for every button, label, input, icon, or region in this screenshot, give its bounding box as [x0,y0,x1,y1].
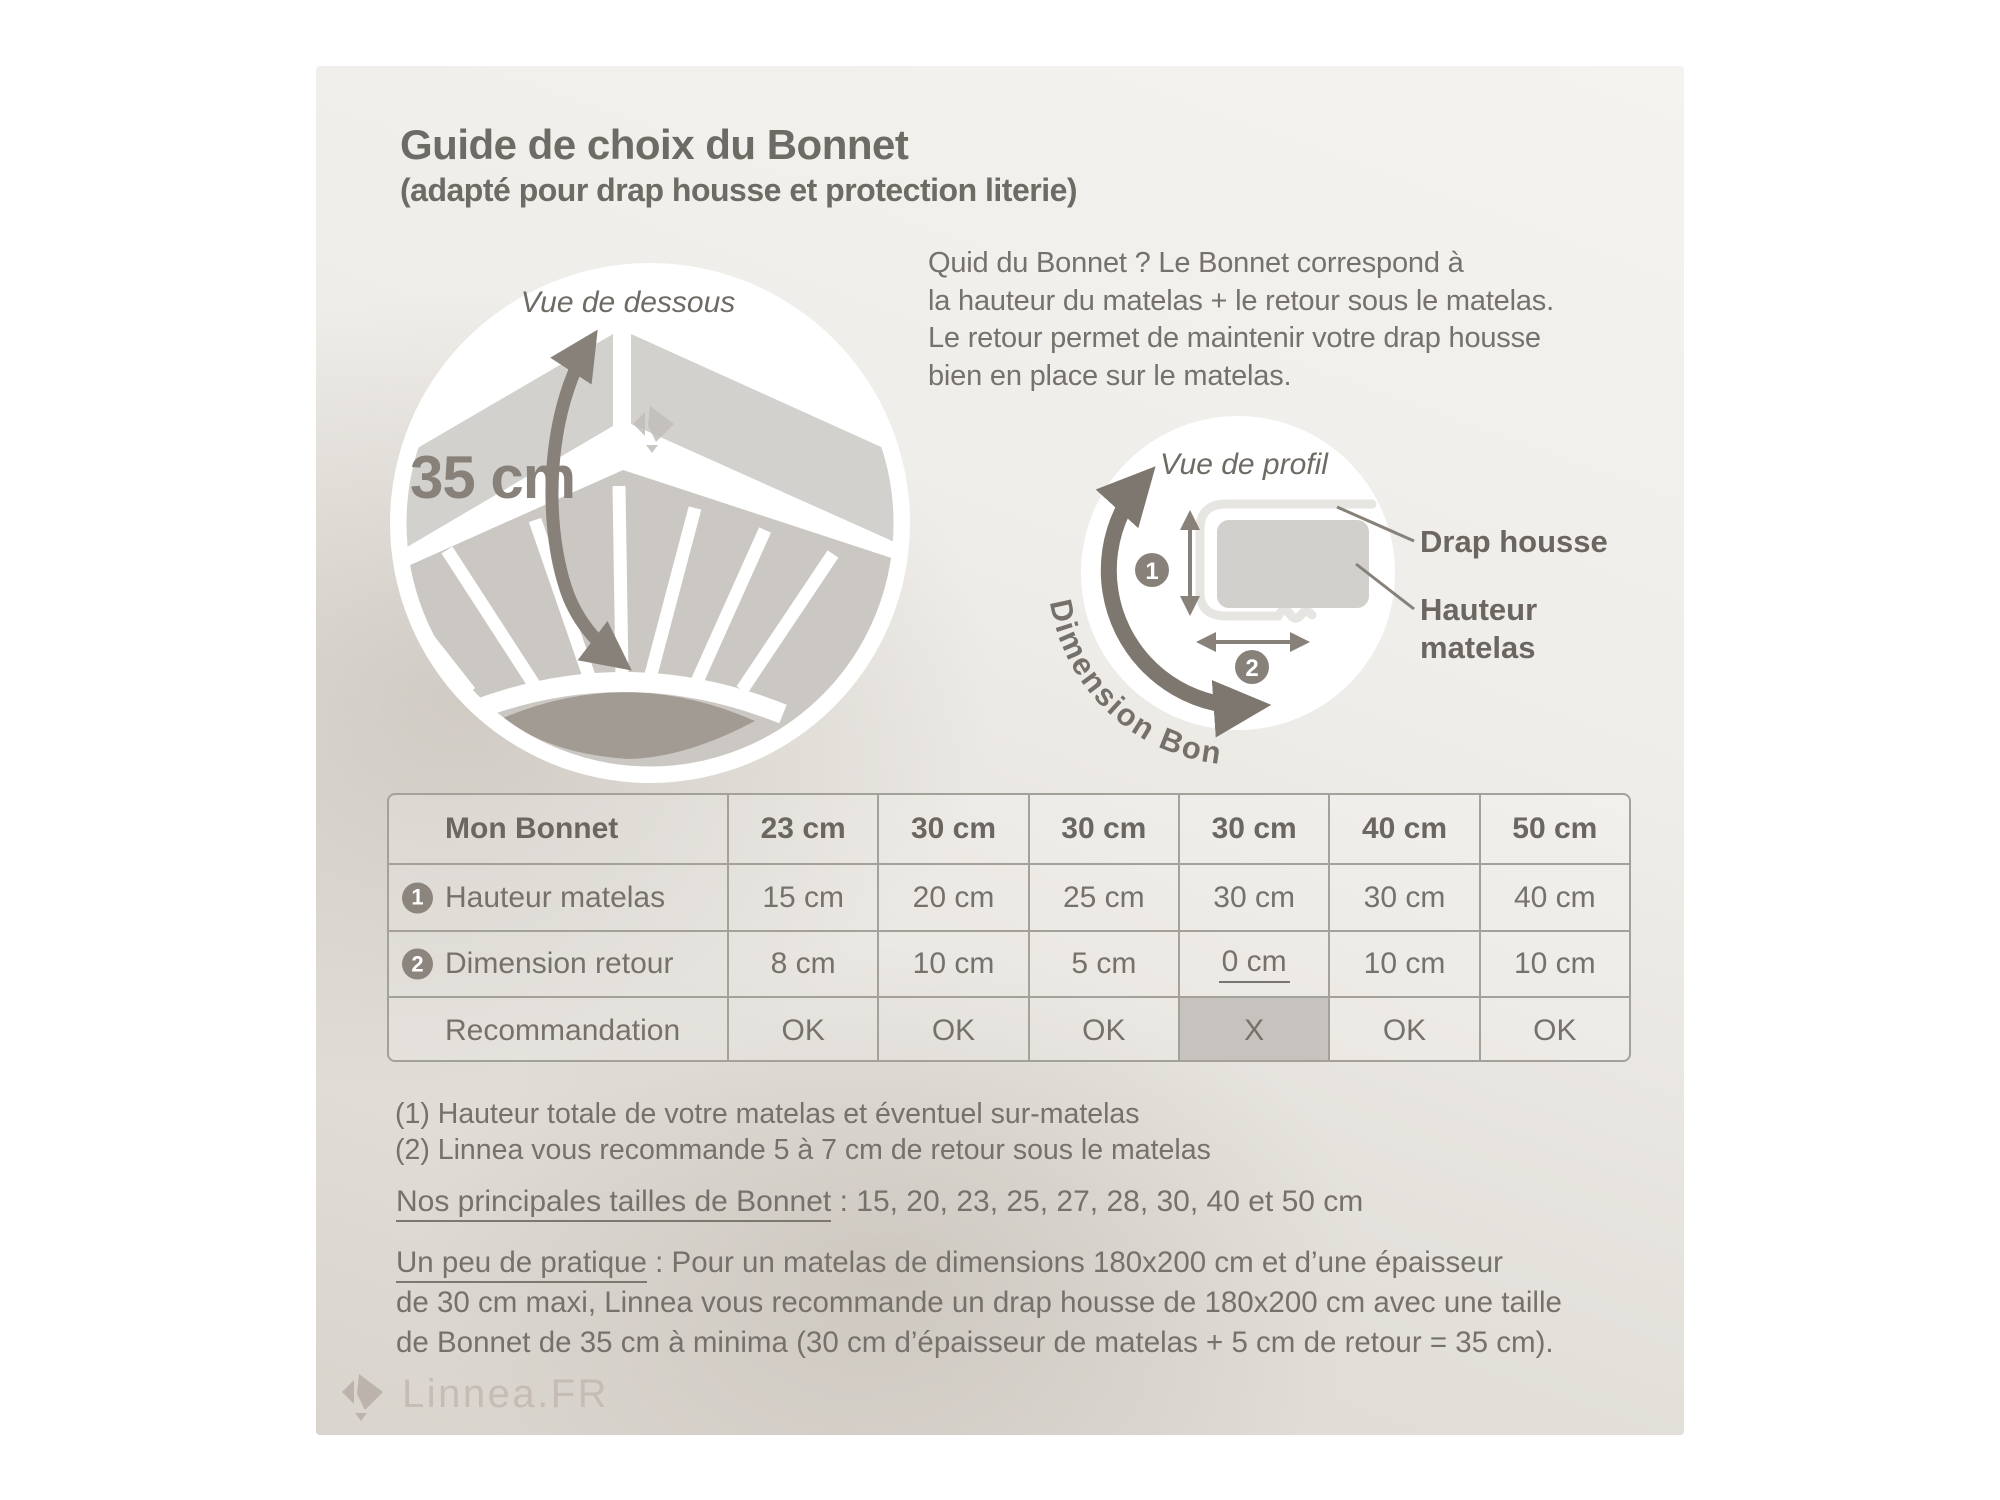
table-cell: 20 cm [877,863,1028,930]
table-cell: 40 cm [1478,863,1629,930]
table-cell: 0 cm [1177,930,1329,996]
table-cell: 10 cm [1328,930,1479,996]
footnote: (2) Linnea vous recommande 5 à 7 cm de r… [395,1134,1211,1166]
table-header-cell: 30 cm [1177,795,1328,863]
footnote: (1) Hauteur totale de votre matelas et é… [395,1098,1140,1130]
row-badge: 1 [402,882,433,913]
bottom-view-caption: Vue de dessous [521,286,736,319]
table-header-cell: 30 cm [1027,795,1178,863]
table-cell: 1 Hauteur matelas [389,863,727,930]
footnotes: (1) Hauteur totale de votre matelas et é… [395,1096,1211,1168]
table-cell: 30 cm [1328,863,1479,930]
table-header-cell: 50 cm [1478,795,1629,863]
practice-line3: de Bonnet de 35 cm à minima (30 cm d’épa… [396,1326,1554,1359]
badge-2-number: 2 [1245,655,1258,682]
sizes-note-rest: : 15, 20, 23, 25, 27, 28, 30, 40 et 50 c… [831,1185,1364,1218]
hauteur-label-line2: matelas [1420,630,1535,665]
hauteur-matelas-pointer-line [1355,562,1415,611]
bottom-view-illustration: Vue de dessous 35 cm [390,263,910,783]
practice-line1-rest: : Pour un matelas de dimensions 180x200 … [646,1246,1503,1279]
table-cell: 25 cm [1027,863,1178,930]
linnea-watermark-icon [633,406,674,453]
mattress-band-right [631,334,908,549]
table-cell: OK [1478,996,1629,1060]
page-subtitle: (adapté pour drap housse et protection l… [400,172,1078,208]
table-cell: OK [1027,996,1178,1060]
drap-housse-label: Drap housse [1420,524,1608,559]
sizes-note: Nos principales tailles de Bonnet : 15, … [396,1185,1364,1222]
linnea-logo-icon [342,1374,383,1421]
table-cell: 5 cm [1027,930,1178,996]
table-cell: X [1177,996,1329,1060]
badge-2-circle [1235,650,1269,684]
table-header-cell: 40 cm [1328,795,1478,863]
row-badge: 2 [402,948,433,980]
linnea-logo: Linnea.FR [342,1372,609,1428]
practice-line2: de 30 cm maxi, Linnea vous recommande un… [396,1286,1562,1319]
profile-view-illustration: 1 2 Drap housse Hauteur matelas Vue de p… [1040,400,1608,771]
bonnet-curve-arrow [545,329,632,671]
table-cell: OK [1328,996,1479,1060]
table-cell: OK [727,996,878,1060]
table-cell: 10 cm [877,930,1028,996]
sizes-note-underlined: Nos principales tailles de Bonnet [396,1185,832,1222]
circle-rim [391,264,909,782]
practice-paragraph: Un peu de pratique : Pour un matelas de … [396,1243,1666,1363]
dimension-bonnet-arrow [1095,466,1272,738]
mattress-profile [1217,520,1369,608]
table-cell: Recommandation [389,996,727,1060]
badge-1-circle [1135,553,1169,587]
table-cell: 30 cm [1177,863,1329,930]
table-cell: OK [877,996,1028,1060]
table-header-cell: 30 cm [877,795,1027,863]
hem-opening-arc [471,672,787,724]
guide-card: Guide de choix du Bonnet (adapté pour dr… [316,66,1684,1435]
table-cell: 10 cm [1478,930,1629,996]
badge-1-number: 1 [1145,558,1158,585]
table-cell: 2 Dimension retour [389,930,727,996]
practice-underlined: Un peu de pratique [396,1246,647,1283]
mattress-opening [503,692,755,759]
linnea-logo-text: Linnea.FR [402,1372,610,1416]
hauteur-label-line1: Hauteur [1420,592,1537,627]
drap-housse-pointer-line [1336,505,1415,543]
bonnet-table: Mon Bonnet 23 cm 30 cm 30 cm 30 cm 40 cm 50 cm… [387,793,1631,1062]
table-header-cell: 23 cm [727,795,877,863]
table-cell: 8 cm [727,930,878,996]
profile-view-caption: Vue de profil [1160,448,1329,481]
table-header-cell: Mon Bonnet [445,812,619,845]
page-title: Guide de choix du Bonnet [400,121,909,168]
table-cell: 15 cm [727,863,878,930]
